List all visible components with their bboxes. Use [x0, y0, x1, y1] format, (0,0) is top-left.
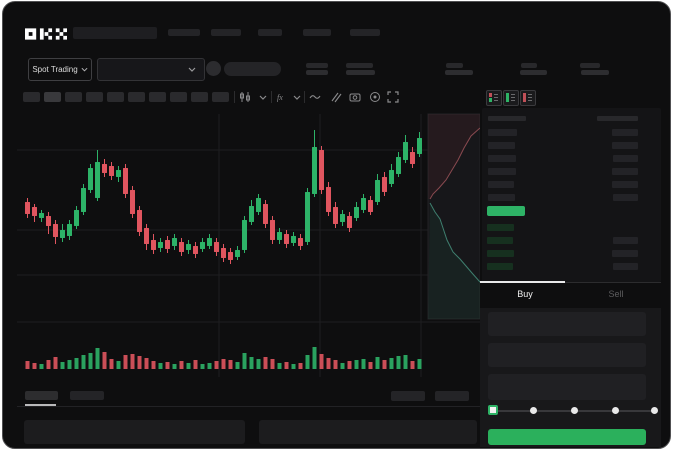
ask-price-placeholder[interactable]: [488, 181, 514, 188]
timeframe-chip-7[interactable]: [149, 92, 166, 102]
bottom-panel-right: [259, 420, 477, 444]
chart-style-chevron-icon[interactable]: [257, 91, 269, 103]
stat-label-placeholder: [580, 63, 600, 68]
price-field[interactable]: [488, 312, 646, 336]
slider-stop-50[interactable]: [571, 407, 578, 414]
buy-submit-button[interactable]: [488, 429, 646, 445]
stat-value-placeholder: [520, 70, 547, 75]
ask-amount-placeholder[interactable]: [613, 194, 638, 201]
stat-value-placeholder: [581, 70, 609, 75]
stat-label-placeholder: [521, 63, 537, 68]
ask-price-placeholder[interactable]: [488, 129, 517, 136]
bottom-action-placeholder-2[interactable]: [435, 391, 469, 401]
fullscreen-icon[interactable]: [387, 91, 399, 103]
orderbook-price-header-placeholder: [488, 116, 526, 121]
chevron-down-icon: [188, 67, 196, 72]
market-type-label: Spot Trading: [32, 65, 78, 74]
stat-value-placeholder: [445, 70, 473, 75]
nav-item-3[interactable]: [258, 29, 282, 36]
nav-item-1[interactable]: [168, 29, 200, 36]
price-change-placeholder: [306, 70, 328, 75]
nav-item-5[interactable]: [350, 29, 380, 36]
orderbook-view-bids-icon[interactable]: [503, 90, 519, 106]
ask-price-placeholder[interactable]: [488, 168, 516, 175]
okx-logo[interactable]: [25, 27, 67, 40]
okx-logo-icon: [25, 28, 67, 40]
ask-price-placeholder[interactable]: [488, 194, 515, 201]
nav-item-2[interactable]: [211, 29, 241, 36]
timeframe-chip-3[interactable]: [65, 92, 82, 102]
stat-value-placeholder: [346, 70, 375, 75]
bottom-tab-active-placeholder[interactable]: [25, 391, 58, 400]
bid-price-placeholder[interactable]: [487, 237, 513, 244]
sell-tab[interactable]: Sell: [608, 289, 624, 299]
ask-price-placeholder[interactable]: [488, 142, 515, 149]
amount-slider-handle[interactable]: [488, 405, 498, 415]
tabbar-divider: [480, 282, 661, 283]
slider-stop-100[interactable]: [651, 407, 658, 414]
bottom-divider: [17, 406, 480, 407]
last-price-placeholder: [306, 63, 328, 68]
chevron-down-icon: [81, 67, 88, 72]
ask-amount-placeholder[interactable]: [612, 142, 638, 149]
ask-amount-placeholder[interactable]: [612, 181, 638, 188]
stat-label-placeholder: [446, 63, 463, 68]
timeframe-chip-1[interactable]: [23, 92, 40, 102]
screenshot-camera-icon[interactable]: [349, 91, 361, 103]
timeframe-chip-5[interactable]: [107, 92, 124, 102]
bottom-tab-indicator: [25, 404, 56, 406]
stat-label-placeholder: [346, 63, 373, 68]
ask-amount-placeholder[interactable]: [613, 155, 638, 162]
nav-item-4[interactable]: [303, 29, 331, 36]
bid-amount-placeholder[interactable]: [612, 250, 638, 257]
indicators-icon[interactable]: fx: [276, 91, 288, 103]
bid-price-placeholder[interactable]: [487, 263, 513, 270]
bid-price-placeholder[interactable]: [487, 224, 514, 231]
svg-text:fx: fx: [277, 93, 283, 102]
bid-amount-placeholder[interactable]: [613, 263, 638, 270]
timeframe-chip-2-active[interactable]: [44, 92, 61, 102]
pair-name-placeholder: [224, 62, 281, 76]
amount-field[interactable]: [488, 343, 646, 367]
last-price-badge[interactable]: [487, 206, 525, 216]
timeframe-chip-9[interactable]: [191, 92, 208, 102]
line-tool-icon[interactable]: [309, 91, 321, 103]
ask-amount-placeholder[interactable]: [612, 168, 638, 175]
total-field[interactable]: [488, 374, 646, 400]
slider-stop-75[interactable]: [612, 407, 619, 414]
orderbook-view-asks-icon[interactable]: [520, 90, 536, 106]
bid-price-placeholder[interactable]: [487, 250, 514, 257]
indicators-chevron-icon[interactable]: [291, 91, 303, 103]
brand-suffix-placeholder: [73, 27, 157, 39]
buy-tab[interactable]: Buy: [517, 289, 533, 299]
slider-stop-25[interactable]: [530, 407, 537, 414]
timeframe-chip-6[interactable]: [128, 92, 145, 102]
measure-tool-icon[interactable]: [330, 91, 342, 103]
timeframe-chip-10[interactable]: [212, 92, 229, 102]
orderbook-view-both-icon[interactable]: [486, 90, 502, 106]
bottom-action-placeholder-1[interactable]: [391, 391, 425, 401]
orderbook-amount-header-placeholder: [597, 116, 638, 121]
ask-price-placeholder[interactable]: [488, 155, 516, 162]
candlestick-chart[interactable]: [17, 110, 480, 380]
timeframe-chip-8[interactable]: [170, 92, 187, 102]
pair-selector-dropdown[interactable]: [97, 58, 205, 81]
chart-settings-icon[interactable]: [369, 91, 381, 103]
bid-amount-placeholder[interactable]: [613, 237, 638, 244]
bottom-panel-left: [24, 420, 245, 444]
market-type-selector[interactable]: Spot Trading: [28, 58, 92, 81]
coin-avatar: [206, 61, 221, 76]
ask-amount-placeholder[interactable]: [612, 129, 638, 136]
chart-style-candles-icon[interactable]: [239, 91, 251, 103]
timeframe-chip-4[interactable]: [86, 92, 103, 102]
buy-tab-indicator: [480, 281, 565, 283]
bottom-tab-placeholder[interactable]: [70, 391, 104, 400]
